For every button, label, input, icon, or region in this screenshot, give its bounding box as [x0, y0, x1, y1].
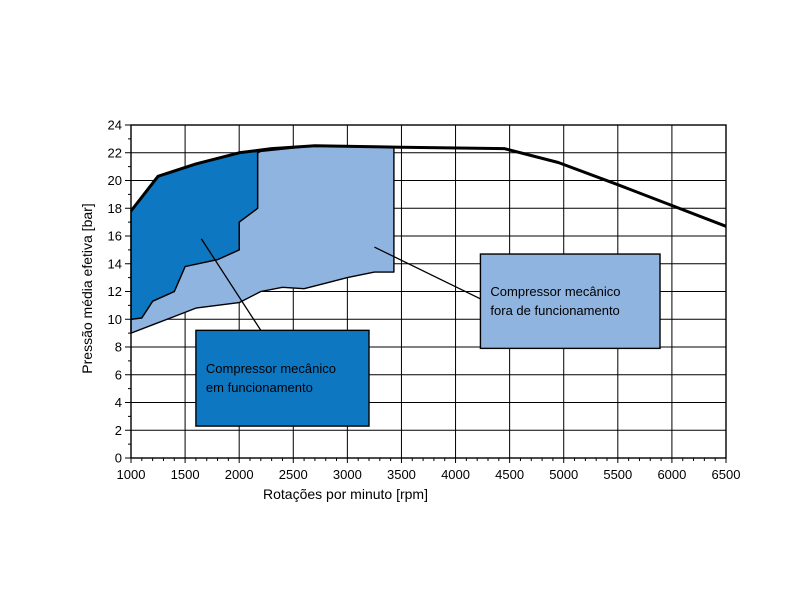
x-tick-label: 1500 — [171, 467, 200, 482]
annotation-box-on — [195, 329, 370, 427]
annotation-text-on: Compressor mecânico — [206, 361, 336, 376]
annotation-box-off — [479, 253, 661, 350]
curve-max-pressure — [129, 144, 727, 228]
x-tick-label: 4500 — [495, 467, 524, 482]
annotation-text-on: em funcionamento — [206, 380, 313, 395]
areas — [130, 145, 395, 334]
leader-line-off — [374, 246, 489, 304]
y-tick-label: 6 — [115, 367, 122, 382]
y-tick-label: 18 — [108, 201, 122, 216]
ticks: 1000 1500 2000 2500 3000 3500 4000 4500 5000 5500… — [108, 118, 741, 483]
y-axis-title: Pressão média efetiva [bar] — [79, 203, 95, 373]
x-tick-label: 3500 — [387, 467, 416, 482]
annotations: Compressor mecânico em funcionamento Compr… — [195, 238, 661, 427]
y-tick-label: 12 — [108, 284, 122, 299]
y-tick-label: 10 — [108, 312, 122, 327]
x-tick-label: 5000 — [549, 467, 578, 482]
y-tick-label: 22 — [108, 145, 122, 160]
annotation-text-off: fora de funcionamento — [490, 303, 619, 318]
leader-line-on — [200, 238, 262, 331]
x-tick-label: 1000 — [117, 467, 146, 482]
y-tick-label: 24 — [108, 118, 122, 133]
y-tick-label: 4 — [115, 395, 122, 410]
x-tick-label: 5500 — [603, 467, 632, 482]
curve — [129, 144, 727, 228]
y-tick-label: 20 — [108, 173, 122, 188]
x-tick-label: 2000 — [225, 467, 254, 482]
x-tick-label: 4000 — [441, 467, 470, 482]
y-tick-label: 2 — [115, 423, 122, 438]
x-tick-label: 3000 — [333, 467, 362, 482]
x-tick-label: 2500 — [279, 467, 308, 482]
x-tick-label: 6500 — [712, 467, 741, 482]
y-tick-label: 14 — [108, 256, 122, 271]
annotation-text-off: Compressor mecânico — [490, 284, 620, 299]
x-tick-label: 6000 — [657, 467, 686, 482]
y-tick-label: 8 — [115, 340, 122, 355]
x-axis-title: Rotações por minuto [rpm] — [263, 486, 428, 502]
y-tick-label: 16 — [108, 229, 122, 244]
y-tick-label: 0 — [115, 451, 122, 466]
